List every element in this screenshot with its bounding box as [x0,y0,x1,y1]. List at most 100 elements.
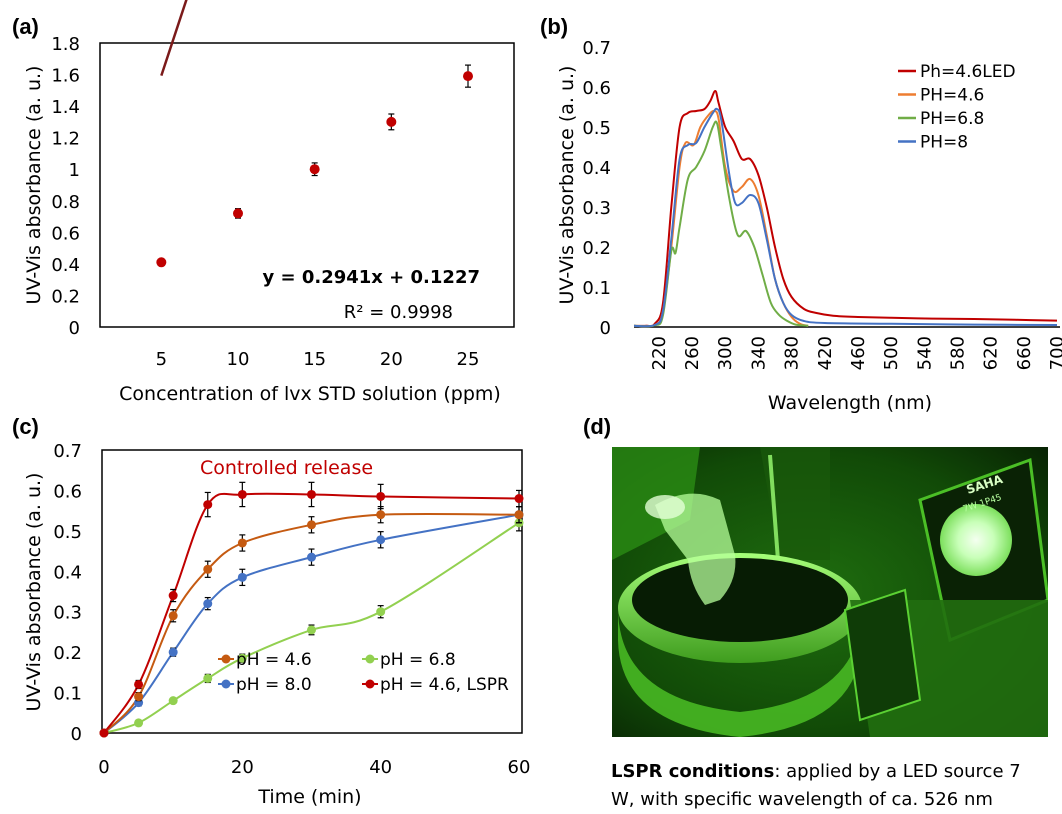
panel-a-x-axis-label: Concentration of lvx STD solution (ppm) [119,383,501,405]
panel-a-label: (a) [12,14,39,39]
panel-b-legend-label: PH=6.8 [920,109,984,129]
panel-a-fit-equation: y = 0.2941x + 0.1227 [263,267,481,288]
panel-b-x-tick-label: 500 [881,336,902,370]
panel-c-data-point [514,510,524,520]
panel-a-x-tick-label: 10 [227,349,250,370]
panel-c-y-tick-label: 0 [71,724,82,745]
panel-a-y-tick-label: 1.6 [51,66,80,87]
panel-c-y-tick-label: 0.6 [53,481,82,502]
panel-d: (d) [583,414,1048,810]
panel-a-data-point [309,164,320,175]
panel-c-legend-marker [365,654,375,664]
panel-a-y-tick-label: 0 [69,318,80,339]
panel-c-plot-frame [101,449,523,734]
probe [655,493,736,605]
panel-b-y-tick-label: 0 [600,318,611,339]
panel-c-y-tick-label: 0.1 [53,684,82,705]
panel-b-x-tick-label: 340 [748,336,769,370]
panel-c-data-point [168,591,178,601]
panel-a-y-tick-label: 0.6 [51,223,80,244]
panel-c-series-line [103,512,520,734]
panel-a-fit-line [160,0,188,77]
panel-c-x-tick-label: 60 [508,757,531,778]
panel-c-y-tick-label: 0.3 [53,603,82,624]
panel-c-x-tick-label: 20 [231,757,254,778]
panel-b-y-tick-label: 0.7 [582,38,611,59]
panel-a: (a) 0 0.2 0.4 0.6 0.8 1 1.2 1.4 1.6 1.8 5 10 15 20 25… [12,0,515,405]
panel-a-y-tick-label: 1 [69,160,80,181]
panel-c-data-point [168,611,178,621]
panel-c-data-point [134,718,144,728]
panel-b-x-tick-label: 700 [1047,336,1062,370]
panel-a-data-point [386,116,397,127]
panel-c-label: (c) [12,414,39,439]
panel-b-x-tick-label: 380 [782,336,803,370]
panel-a-x-tick-label: 5 [156,349,167,370]
panel-c-data-point [203,500,213,510]
panel-d-label: (d) [583,414,611,439]
panel-a-data-point [233,208,243,219]
caption-bold: LSPR conditions [611,761,774,782]
panel-c-data-point [376,491,386,501]
panel-b-legend-label: Ph=4.6LED [920,62,1016,82]
panel-c-data-point [203,673,213,683]
panel-c-y-tick-label: 0.7 [53,441,82,462]
panel-d-caption-line-2: W, with specific wavelength of ca. 526 n… [611,789,993,810]
panel-b-y-tick-label: 0.6 [582,78,611,99]
panel-b-x-tick-label: 260 [682,336,703,370]
panel-b-x-tick-label: 660 [1014,336,1035,370]
panel-c-data-point [99,728,109,738]
panel-c-data-point [237,572,247,582]
panel-a-r-squared: R² = 0.9998 [344,302,453,323]
panel-c-data-point [307,552,316,562]
led-light [940,504,1012,576]
panel-c-data-point [168,647,178,657]
panel-b-x-tick-label: 580 [947,336,968,370]
panel-b-y-tick-label: 0.3 [582,198,611,219]
panel-a-x-tick-label: 15 [303,349,326,370]
panel-d-caption-line-1: LSPR conditions: applied by a LED source… [611,761,1021,782]
panel-c-x-axis-label: Time (min) [257,786,361,808]
panel-a-data-point [463,71,473,82]
panel-b-series-line [633,90,1058,328]
panel-b-x-tick-label: 420 [815,336,836,370]
panel-c-data-point [376,535,386,545]
panel-a-y-tick-label: 0.4 [51,255,80,276]
panel-c-data-point [307,520,316,530]
panel-a-data-point [156,257,167,268]
panel-a-y-tick-label: 1.8 [51,34,80,55]
panel-c-data-point [237,489,247,499]
panel-b: (b) 0 0.1 0.2 0.3 0.4 0.5 0.6 0.7 220 260 300 340 3… [540,14,1062,414]
panel-c-y-axis-label: UV-Vis absorbance (a. u.) [23,473,45,712]
panel-c-legend-marker [365,679,375,689]
panel-c-legend-marker [221,654,231,664]
panel-b-x-tick-label: 220 [649,336,670,370]
panel-c-legend-marker [221,679,231,689]
panel-a-x-tick-label: 25 [457,349,480,370]
panel-c-data-point [376,607,386,617]
panel-a-y-tick-label: 1.2 [51,129,80,150]
panel-b-x-tick-label: 300 [715,336,736,370]
panel-a-y-axis-label: UV-Vis absorbance (a. u.) [23,66,45,305]
panel-a-x-tick-label: 20 [380,349,403,370]
panel-b-y-tick-label: 0.2 [582,238,611,259]
panel-c-data-point [134,692,144,702]
panel-c-data-point [237,538,247,548]
panel-b-series-line [633,120,809,328]
caption-rest: : applied by a LED source 7 [774,761,1020,782]
panel-b-x-axis-label: Wavelength (nm) [768,392,932,414]
photo-led-setup: SAHA 7W 1P45 [612,447,1048,737]
panel-c-legend-label: pH = 4.6 [236,650,312,670]
panel-b-legend-label: PH=8 [920,133,968,153]
panel-b-legend-label: PH=4.6 [920,86,984,106]
panel-b-x-tick-label: 620 [981,336,1002,370]
panel-c-data-point [514,494,524,504]
panel-a-y-tick-label: 1.4 [51,97,80,118]
panel-c: (c) 0 0.1 0.2 0.3 0.4 0.5 0.6 0.7 0 20 40 60 Contr… [12,414,530,808]
panel-b-x-tick-label: 460 [848,336,869,370]
panel-b-y-tick-label: 0.5 [582,118,611,139]
panel-c-data-point [168,696,178,706]
panel-b-y-axis-label: UV-Vis absorbance (a. u.) [556,66,578,305]
panel-c-annotation: Controlled release [200,457,373,479]
